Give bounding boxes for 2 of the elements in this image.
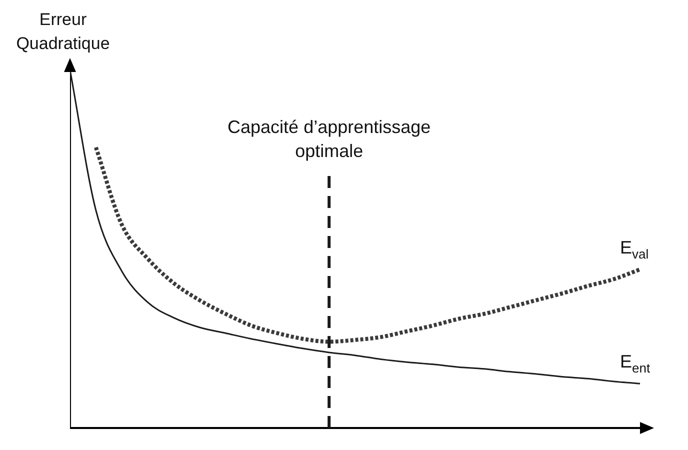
y-axis-title: Erreur Quadratique: [15, 9, 111, 55]
annotation: Capacité d’apprentissage optimale: [228, 116, 431, 161]
